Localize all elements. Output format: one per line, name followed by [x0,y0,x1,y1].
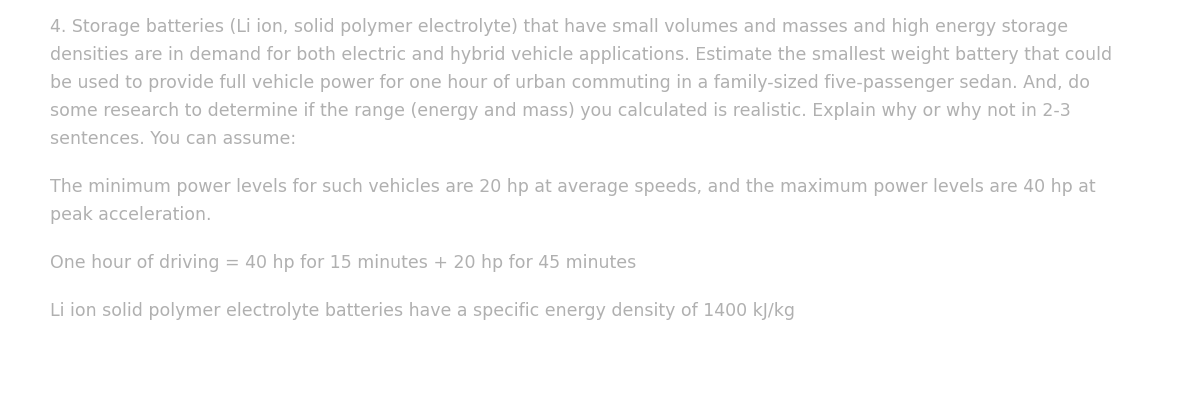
Text: be used to provide full vehicle power for one hour of urban commuting in a famil: be used to provide full vehicle power fo… [50,74,1090,92]
Text: Li ion solid polymer electrolyte batteries have a specific energy density of 140: Li ion solid polymer electrolyte batteri… [50,302,796,320]
Text: peak acceleration.: peak acceleration. [50,206,211,224]
Text: 4. Storage batteries (Li ion, solid polymer electrolyte) that have small volumes: 4. Storage batteries (Li ion, solid poly… [50,18,1068,36]
Text: One hour of driving = 40 hp for 15 minutes + 20 hp for 45 minutes: One hour of driving = 40 hp for 15 minut… [50,254,636,272]
Text: The minimum power levels for such vehicles are 20 hp at average speeds, and the : The minimum power levels for such vehicl… [50,178,1096,196]
Text: some research to determine if the range (energy and mass) you calculated is real: some research to determine if the range … [50,102,1070,120]
Text: densities are in demand for both electric and hybrid vehicle applications. Estim: densities are in demand for both electri… [50,46,1112,64]
Text: sentences. You can assume:: sentences. You can assume: [50,130,296,148]
